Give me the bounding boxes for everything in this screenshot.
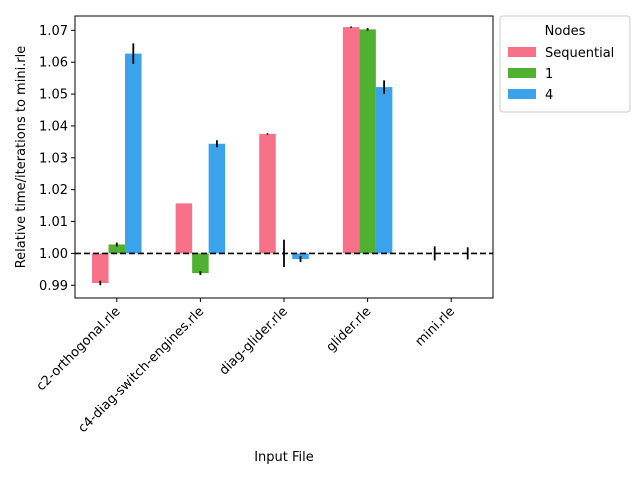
y-tick-label: 1.04 xyxy=(39,119,68,134)
legend-swatch-1 xyxy=(508,68,536,78)
x-tick-label: glider.rle xyxy=(324,304,375,355)
x-axis-label: Input File xyxy=(254,450,314,465)
bar-sequential-0 xyxy=(92,253,109,284)
legend-items: Sequential 1 4 xyxy=(508,46,614,103)
y-tick-label: 1.03 xyxy=(39,151,68,166)
y-tick-label: 1.06 xyxy=(39,56,68,71)
error-bars xyxy=(99,26,469,286)
legend-frame xyxy=(499,15,631,113)
y-axis-label: Relative time/iterations to mini.rle xyxy=(14,46,29,269)
legend-label-1: 1 xyxy=(545,67,553,82)
y-tick-label: 0.99 xyxy=(39,279,68,294)
bar-1-1 xyxy=(192,253,209,274)
bar-1-0 xyxy=(108,244,126,254)
y-tick-label: 1.07 xyxy=(39,24,68,39)
legend-swatch-sequential xyxy=(508,47,536,57)
y-tick-label: 1.02 xyxy=(39,183,68,198)
legend-swatch-4 xyxy=(508,89,536,99)
bar-1-3 xyxy=(359,29,376,254)
x-tick-label: c2-orthogonal.rle xyxy=(34,304,124,394)
bar-sequential-3 xyxy=(342,27,360,254)
legend-label-sequential: Sequential xyxy=(545,46,614,61)
y-tick-label: 1.05 xyxy=(39,88,68,103)
x-axis: c2-orthogonal.rlec4-diag-switch-engines.… xyxy=(34,298,458,436)
y-axis: 0.99 1.00 1.01 1.02 1.03 1.04 1.05 1.06 1.07 xyxy=(39,24,75,294)
bar-sequential-2 xyxy=(259,133,276,254)
y-tick-label: 1.00 xyxy=(39,247,68,262)
legend-title: Nodes xyxy=(545,24,586,39)
x-tick-label: diag-glider.rle xyxy=(217,304,291,378)
bars xyxy=(92,27,393,284)
bar-4-0 xyxy=(125,53,142,254)
bar-4-3 xyxy=(375,87,393,254)
bar-sequential-1 xyxy=(175,203,193,254)
x-tick-label: mini.rle xyxy=(413,304,458,349)
bar-4-1 xyxy=(208,143,226,254)
legend: Nodes Sequential 1 4 xyxy=(499,15,631,113)
y-tick-label: 1.01 xyxy=(39,215,68,230)
legend-label-4: 4 xyxy=(545,88,553,103)
